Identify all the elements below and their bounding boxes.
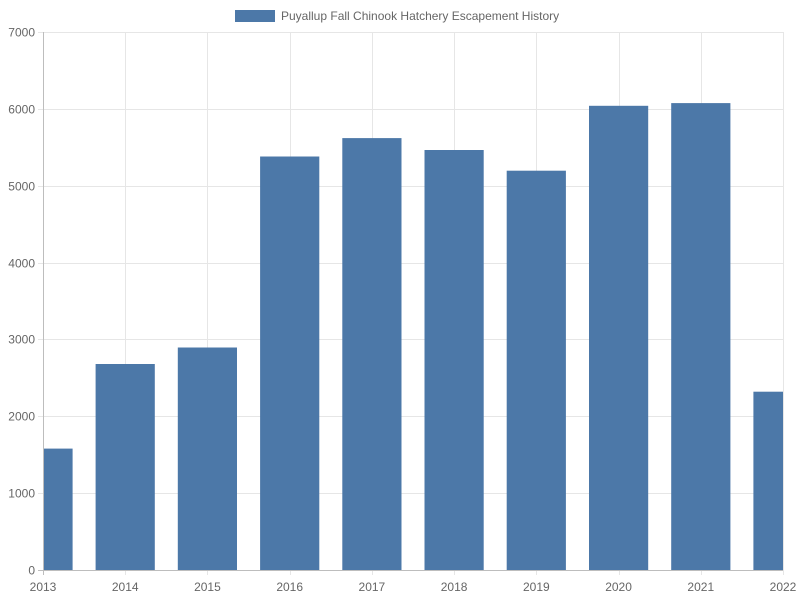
- x-tick-label: 2013: [30, 580, 57, 594]
- bar-2014[interactable]: [95, 364, 155, 570]
- x-tick-label: 2021: [687, 580, 714, 594]
- y-tick-label: 0: [28, 564, 35, 578]
- y-axis-tick-labels: 0 1000 2000 3000 4000 5000 6000 7000: [8, 26, 35, 578]
- bar-2021[interactable]: [671, 103, 731, 570]
- y-tick-label: 4000: [8, 257, 35, 271]
- y-tick-label: 2000: [8, 410, 35, 424]
- bar-2020[interactable]: [589, 105, 649, 571]
- axes: [43, 32, 783, 571]
- bars: [43, 103, 783, 571]
- bar-2017[interactable]: [342, 138, 402, 570]
- bar-2019[interactable]: [506, 170, 566, 570]
- x-tick-label: 2017: [359, 580, 386, 594]
- bar-2015[interactable]: [177, 347, 237, 571]
- x-tick-label: 2014: [112, 580, 139, 594]
- x-axis-tick-labels: 2013 2014 2015 2016 2017 2018 2019 2020 2021 2022: [30, 580, 797, 594]
- x-tick-label: 2022: [770, 580, 797, 594]
- y-tick-label: 3000: [8, 333, 35, 347]
- x-tick-label: 2020: [605, 580, 632, 594]
- x-tick-label: 2015: [194, 580, 221, 594]
- y-tick-label: 7000: [8, 26, 35, 40]
- bar-2016[interactable]: [260, 156, 320, 571]
- x-tick-label: 2018: [441, 580, 468, 594]
- x-tick-label: 2019: [523, 580, 550, 594]
- x-tick-label: 2016: [276, 580, 303, 594]
- bar-2022[interactable]: [753, 391, 783, 570]
- bar-2018[interactable]: [424, 150, 484, 570]
- y-tick-label: 6000: [8, 103, 35, 117]
- legend-swatch: [235, 10, 275, 22]
- bar-2013[interactable]: [43, 448, 73, 570]
- y-tick-label: 5000: [8, 180, 35, 194]
- legend[interactable]: Puyallup Fall Chinook Hatchery Escapemen…: [235, 9, 559, 23]
- y-tick-label: 1000: [8, 487, 35, 501]
- legend-label: Puyallup Fall Chinook Hatchery Escapemen…: [281, 9, 559, 23]
